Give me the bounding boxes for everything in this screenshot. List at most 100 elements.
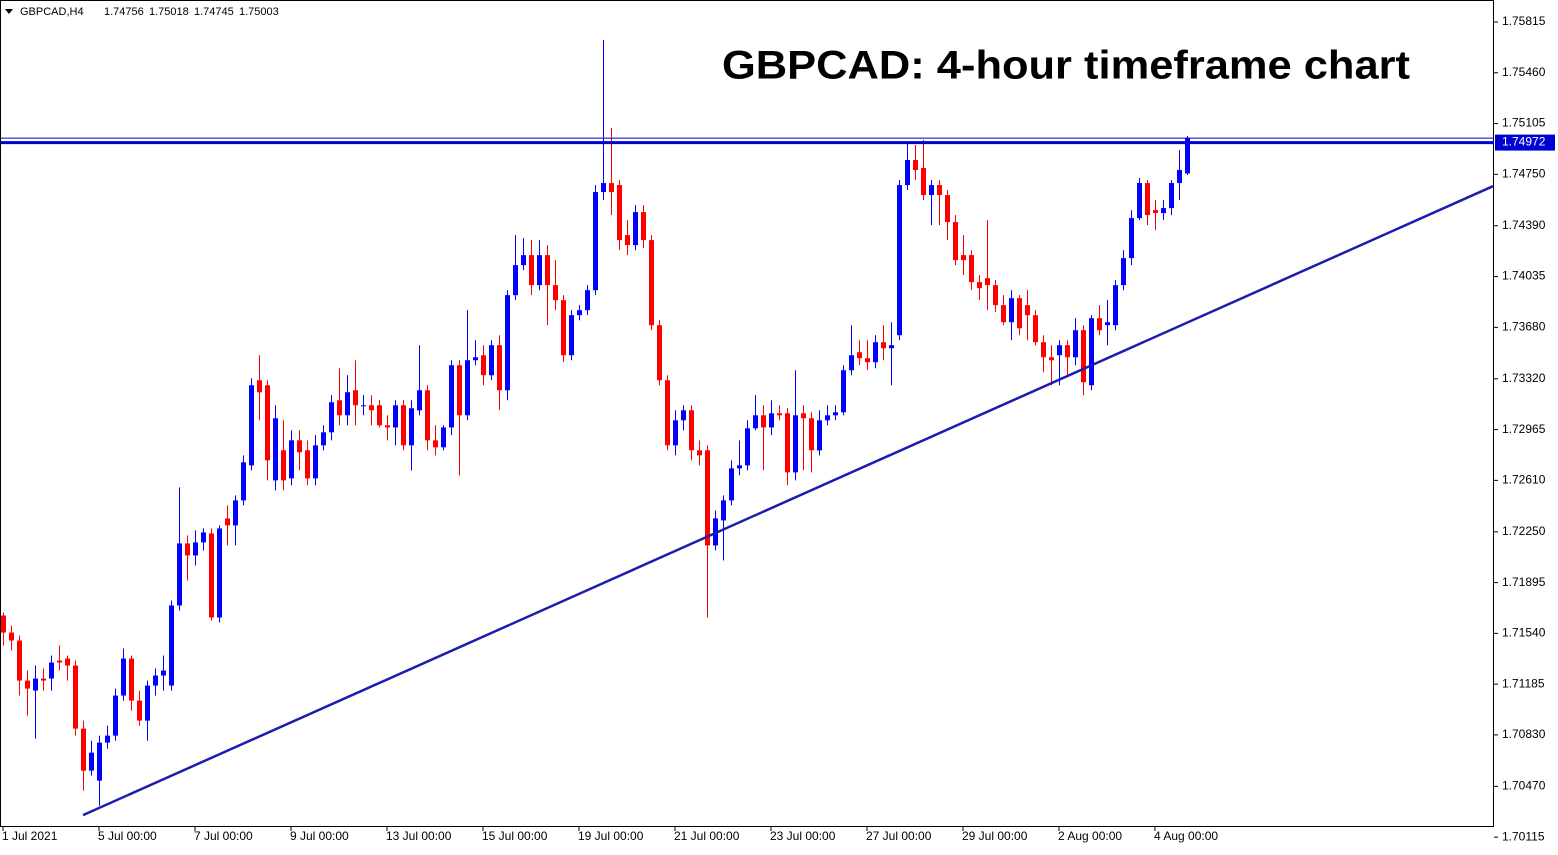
- y-tick-label: 1.74390: [1502, 218, 1546, 232]
- candle-body: [425, 390, 430, 441]
- candle-body: [905, 160, 910, 186]
- candle-body: [577, 310, 582, 316]
- x-tick-label: 7 Jul 00:00: [194, 829, 253, 843]
- candle-body: [953, 222, 958, 261]
- candle-body: [993, 285, 998, 306]
- candle-body: [209, 533, 214, 618]
- candle-body: [153, 675, 158, 686]
- candle-body: [1001, 305, 1006, 323]
- candle-body: [1009, 298, 1014, 323]
- candle-body: [377, 405, 382, 426]
- candle-body: [473, 357, 478, 361]
- candle-body: [745, 428, 750, 466]
- candle-body: [641, 212, 646, 241]
- candle-body: [649, 240, 654, 326]
- candle-body: [273, 418, 278, 481]
- candle-body: [657, 325, 662, 381]
- candle-body: [841, 370, 846, 413]
- candle-body: [481, 355, 486, 376]
- candle-body: [1097, 318, 1102, 331]
- candle-body: [833, 412, 838, 416]
- candle-body: [609, 183, 614, 193]
- candle-body: [913, 160, 918, 171]
- candle-body: [1153, 210, 1158, 214]
- candle-body: [169, 605, 174, 686]
- candle-body: [761, 415, 766, 428]
- x-tick-label: 4 Aug 00:00: [1154, 829, 1218, 843]
- x-tick-label: 15 Jul 00:00: [482, 829, 548, 843]
- candle-body: [697, 450, 702, 456]
- candle-body: [1073, 330, 1078, 358]
- candle-body: [553, 285, 558, 301]
- candle-body: [825, 415, 830, 421]
- candle-body: [201, 532, 206, 543]
- candle-body: [161, 670, 166, 676]
- trendline: [82, 185, 1494, 817]
- y-tick-label: 1.71185: [1502, 676, 1545, 690]
- candle-body: [689, 410, 694, 451]
- candle-body: [809, 418, 814, 451]
- candle-body: [185, 543, 190, 556]
- candle-body: [89, 752, 94, 771]
- x-tick-label: 5 Jul 00:00: [98, 829, 157, 843]
- candle-body: [721, 500, 726, 521]
- candle-body: [849, 355, 854, 371]
- candle-body: [921, 168, 926, 196]
- header-high: 1.75018: [149, 6, 189, 18]
- candle-body: [1041, 342, 1046, 358]
- candle-body: [1081, 330, 1086, 383]
- x-tick-label: 19 Jul 00:00: [578, 829, 644, 843]
- candle-body: [633, 212, 638, 246]
- candle-body: [985, 278, 990, 286]
- candle-body: [1161, 208, 1166, 214]
- candle-body: [385, 425, 390, 428]
- candle-body: [737, 465, 742, 469]
- candle-body: [1025, 305, 1030, 316]
- candle-body: [361, 405, 366, 407]
- candle-body: [665, 380, 670, 446]
- candle-body: [681, 410, 686, 421]
- candle-body: [281, 450, 286, 481]
- resistance-label: 1.74972: [1502, 135, 1546, 149]
- candle-body: [121, 658, 126, 696]
- header-close: 1.75003: [239, 6, 279, 18]
- candle-body: [1017, 298, 1022, 329]
- candle-body: [9, 632, 14, 641]
- candle-body: [1185, 138, 1190, 174]
- y-tick-label: 1.75105: [1502, 116, 1546, 130]
- candle-body: [793, 415, 798, 473]
- candle-body: [409, 408, 414, 446]
- candle-body: [1065, 345, 1070, 358]
- candle-body: [97, 742, 102, 781]
- candle-body: [625, 235, 630, 246]
- candle-body: [937, 185, 942, 196]
- candle-body: [569, 315, 574, 356]
- candle-body: [329, 402, 334, 433]
- candle-body: [785, 413, 790, 473]
- x-tick-label: 2 Aug 00:00: [1058, 829, 1122, 843]
- candle-body: [137, 700, 142, 721]
- candle-body: [1145, 183, 1150, 216]
- candle-body: [241, 462, 246, 501]
- candle-body: [33, 678, 38, 691]
- dropdown-arrow[interactable]: [5, 9, 13, 14]
- candle-body: [1089, 318, 1094, 386]
- candle-body: [497, 345, 502, 391]
- chart-title: GBPCAD: 4-hour timeframe chart: [722, 44, 1410, 88]
- y-tick-label: 1.74750: [1502, 166, 1546, 180]
- candle-body: [673, 420, 678, 446]
- candle-body: [313, 445, 318, 479]
- candle-body: [1169, 183, 1174, 209]
- x-tick-label: 1 Jul 2021: [2, 829, 58, 843]
- y-tick-label: 1.72250: [1502, 524, 1546, 538]
- candle-body: [129, 658, 134, 701]
- candle-body: [561, 300, 566, 356]
- candle-body: [305, 450, 310, 479]
- candle-body: [945, 195, 950, 223]
- candle-body: [249, 385, 254, 466]
- candle-body: [537, 255, 542, 286]
- candle-body: [1113, 285, 1118, 326]
- candle-body: [729, 468, 734, 501]
- candle-body: [777, 413, 782, 416]
